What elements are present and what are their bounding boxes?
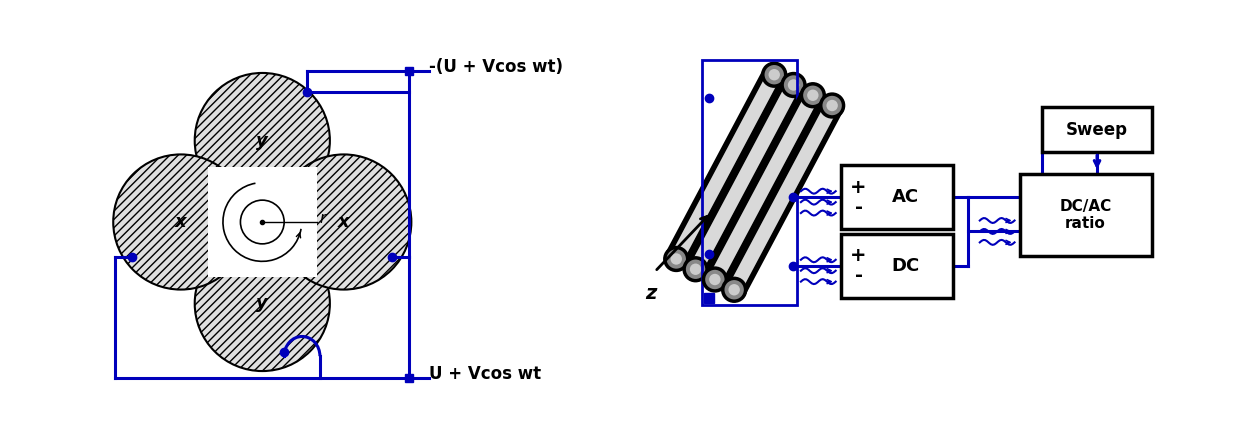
Circle shape xyxy=(241,200,285,244)
Text: x: x xyxy=(339,213,350,231)
Text: y: y xyxy=(256,131,268,150)
Text: x: x xyxy=(176,213,187,231)
Circle shape xyxy=(113,155,248,289)
Circle shape xyxy=(710,274,721,285)
Text: -: - xyxy=(854,266,863,285)
Bar xyxy=(120,79,405,365)
Circle shape xyxy=(801,84,824,107)
Text: AC: AC xyxy=(892,188,919,206)
Bar xyxy=(701,60,798,305)
Circle shape xyxy=(665,248,687,270)
Circle shape xyxy=(194,73,330,208)
Bar xyxy=(208,167,317,277)
Bar xyxy=(1020,174,1151,256)
Bar xyxy=(840,165,953,229)
Circle shape xyxy=(762,63,786,86)
Text: +: + xyxy=(850,178,867,197)
Text: Sweep: Sweep xyxy=(1066,121,1129,139)
Circle shape xyxy=(690,264,701,275)
Text: DC/AC
ratio: DC/AC ratio xyxy=(1060,199,1112,231)
Text: y: y xyxy=(256,294,268,313)
Text: -: - xyxy=(854,198,863,217)
Circle shape xyxy=(194,236,330,371)
Bar xyxy=(840,234,953,297)
Circle shape xyxy=(826,100,838,111)
Text: U + Vcos wt: U + Vcos wt xyxy=(429,365,542,383)
Text: DC: DC xyxy=(892,257,919,275)
Text: +: + xyxy=(850,246,867,265)
Circle shape xyxy=(808,90,819,101)
Circle shape xyxy=(685,258,707,281)
Circle shape xyxy=(788,79,799,91)
Circle shape xyxy=(671,253,682,265)
Circle shape xyxy=(703,268,726,291)
Circle shape xyxy=(729,284,740,296)
Text: z: z xyxy=(645,284,657,303)
Circle shape xyxy=(820,94,844,117)
Circle shape xyxy=(782,74,805,96)
Text: r: r xyxy=(320,210,326,226)
Circle shape xyxy=(722,278,746,301)
Text: -(U + Vcos wt): -(U + Vcos wt) xyxy=(429,58,563,76)
Circle shape xyxy=(276,155,411,289)
Circle shape xyxy=(769,69,780,80)
Bar xyxy=(1042,107,1151,152)
